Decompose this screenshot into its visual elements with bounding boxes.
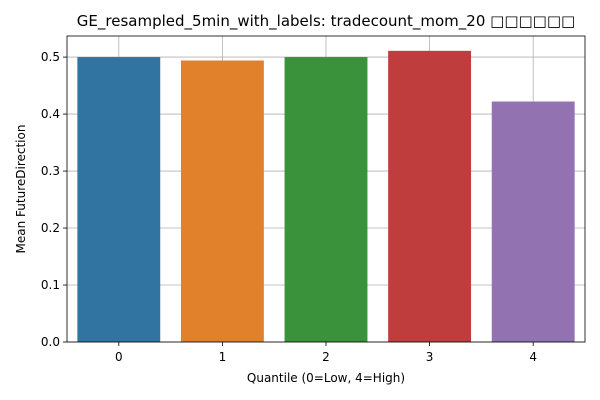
x-tick-label: 2: [322, 350, 330, 364]
x-tick-label: 1: [219, 350, 227, 364]
y-axis: 0.0 0.1 0.2 0.3 0.4 0.5: [41, 50, 67, 349]
x-axis-label: Quantile (0=Low, 4=High): [247, 371, 405, 385]
bar-quantile-0: [77, 57, 161, 342]
bar-quantile-4: [491, 101, 575, 342]
y-tick-label: 0.1: [41, 278, 60, 292]
x-tick-label: 3: [426, 350, 434, 364]
x-axis: 0 1 2 3 4: [115, 342, 537, 364]
bars-layer: [77, 50, 575, 342]
y-tick-label: 0.2: [41, 221, 60, 235]
bar-quantile-3: [388, 50, 472, 342]
x-tick-label: 0: [115, 350, 123, 364]
bar-quantile-1: [180, 60, 264, 342]
chart-title: GE_resampled_5min_with_labels: tradecoun…: [77, 12, 575, 31]
y-tick-label: 0.4: [41, 107, 60, 121]
y-tick-label: 0.5: [41, 50, 60, 64]
y-tick-label: 0.0: [41, 335, 60, 349]
y-axis-label: Mean FutureDirection: [14, 125, 28, 254]
x-tick-label: 4: [529, 350, 537, 364]
y-tick-label: 0.3: [41, 164, 60, 178]
bar-quantile-2: [284, 57, 368, 342]
